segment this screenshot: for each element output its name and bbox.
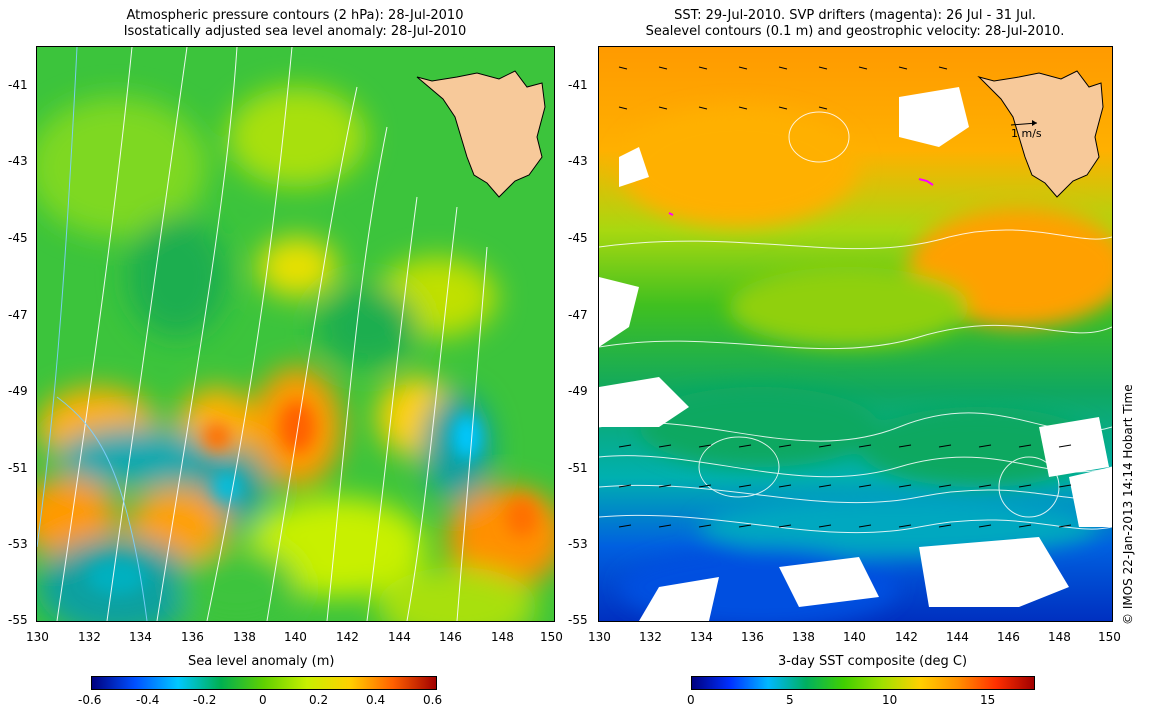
sst-colorbar-label: 3-day SST composite (deg C)	[778, 654, 968, 669]
sst-tick: 15	[980, 693, 996, 707]
lon-label: 130	[26, 630, 49, 644]
pressure-contours-cyan	[37, 47, 148, 621]
lat-label: -47	[8, 308, 28, 322]
tasmania-land-sst	[977, 70, 1104, 198]
sla-colorbar-label: Sea level anomaly (m)	[188, 654, 335, 669]
sst-colorbar	[691, 676, 1035, 690]
lon-label: 140	[843, 630, 866, 644]
lat-label: -41	[568, 78, 588, 92]
lat-label: -51	[8, 461, 28, 475]
mainland-coast	[397, 47, 554, 71]
lon-label: 132	[78, 630, 101, 644]
sla-tick: -0.2	[193, 693, 217, 707]
lat-label: -53	[8, 537, 28, 551]
lon-label: 144	[388, 630, 411, 644]
lat-label: -53	[568, 537, 588, 551]
left-title-line2: Isostatically adjusted sea level anomaly…	[123, 24, 467, 39]
cloud-mask	[599, 77, 1112, 621]
lat-label: -55	[8, 613, 28, 627]
svp-drifters	[668, 178, 934, 216]
sla-map-svg	[37, 47, 554, 621]
lon-label: 144	[946, 630, 969, 644]
lat-label: -51	[568, 461, 588, 475]
lat-label: -49	[568, 384, 588, 398]
sla-tick: 0.6	[423, 693, 443, 707]
lat-label: -45	[568, 231, 588, 245]
sla-tick: 0.4	[366, 693, 386, 707]
lon-label: 142	[336, 630, 359, 644]
sla-tick: -0.4	[136, 693, 160, 707]
lat-label: -43	[8, 154, 28, 168]
lat-label: -49	[8, 384, 28, 398]
sla-tick: 0	[259, 693, 267, 707]
lon-label: 148	[491, 630, 514, 644]
velocity-scale-arrow	[1010, 120, 1038, 126]
lon-label: 134	[129, 630, 152, 644]
sla-map[interactable]	[36, 46, 555, 622]
sst-tick: 5	[786, 693, 794, 707]
imos-credit: © IMOS 22-Jan-2013 14:14 Hobart Time	[1121, 384, 1135, 625]
pressure-contours	[56, 47, 488, 621]
right-title: SST: 29-Jul-2010. SVP drifters (magenta)…	[598, 8, 1112, 40]
lon-label: 146	[997, 630, 1020, 644]
sst-map-svg	[599, 47, 1112, 621]
lon-label: 134	[690, 630, 713, 644]
lon-label: 136	[181, 630, 204, 644]
lat-label: -45	[8, 231, 28, 245]
lat-label: -43	[568, 154, 588, 168]
lat-label: -41	[8, 78, 28, 92]
lon-label: 138	[233, 630, 256, 644]
lon-label: 146	[439, 630, 462, 644]
left-title-line1: Atmospheric pressure contours (2 hPa): 2…	[126, 8, 464, 23]
sst-tick: 0	[687, 693, 695, 707]
left-title: Atmospheric pressure contours (2 hPa): 2…	[36, 8, 554, 40]
sst-map[interactable]: 1 m/s	[598, 46, 1113, 622]
sla-peaks	[87, 401, 538, 595]
lon-label: 150	[1098, 630, 1121, 644]
sla-colorbar	[91, 676, 437, 690]
velocity-arrows	[618, 66, 1072, 528]
right-title-line1: SST: 29-Jul-2010. SVP drifters (magenta)…	[674, 8, 1036, 23]
sst-tick: 10	[882, 693, 898, 707]
lon-label: 142	[895, 630, 918, 644]
right-title-line2: Sealevel contours (0.1 m) and geostrophi…	[645, 24, 1065, 39]
velocity-scale-label: 1 m/s	[1011, 127, 1042, 140]
lat-label: -47	[568, 308, 588, 322]
lon-label: 130	[588, 630, 611, 644]
sla-tick: -0.6	[78, 693, 102, 707]
sla-tick: 0.2	[309, 693, 329, 707]
sla-field	[37, 87, 554, 621]
lon-label: 150	[540, 630, 563, 644]
lon-label: 132	[639, 630, 662, 644]
lon-label: 138	[792, 630, 815, 644]
lat-label: -55	[568, 613, 588, 627]
lon-label: 148	[1048, 630, 1071, 644]
tasmania-land	[416, 70, 546, 198]
lon-label: 140	[284, 630, 307, 644]
lon-label: 136	[741, 630, 764, 644]
